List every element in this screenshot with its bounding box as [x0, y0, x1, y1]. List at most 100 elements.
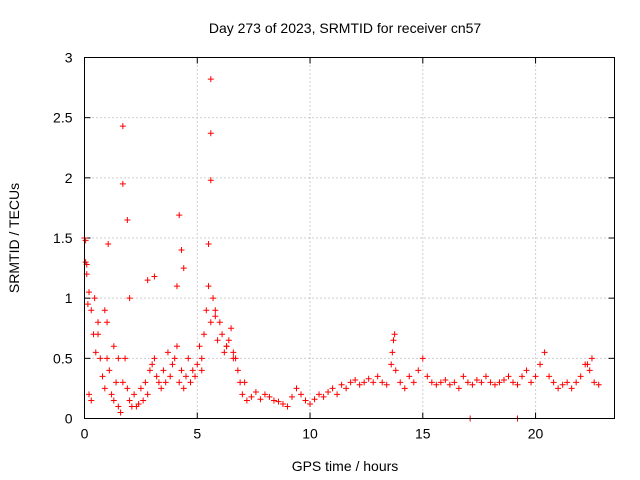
data-point — [214, 337, 221, 344]
data-point — [392, 367, 399, 374]
data-point — [144, 391, 151, 398]
data-point — [131, 391, 138, 398]
data-point — [320, 393, 327, 400]
data-point — [207, 76, 214, 83]
data-point — [243, 397, 250, 404]
data-point — [176, 379, 183, 386]
data-point — [257, 396, 264, 403]
data-point — [119, 180, 126, 187]
data-point — [510, 379, 517, 386]
data-point — [212, 313, 219, 320]
data-point — [210, 295, 217, 302]
data-point — [155, 379, 162, 386]
data-point — [316, 391, 323, 398]
data-point — [442, 376, 449, 383]
data-point — [311, 396, 318, 403]
data-point — [86, 391, 93, 398]
data-point — [347, 379, 354, 386]
data-point — [207, 319, 214, 326]
data-point — [178, 367, 185, 374]
data-point — [167, 373, 174, 380]
data-point — [555, 385, 562, 392]
plot-frame — [84, 57, 615, 419]
data-point — [101, 385, 108, 392]
data-point — [180, 265, 187, 272]
data-point — [173, 343, 180, 350]
data-point — [207, 130, 214, 137]
data-point — [343, 385, 350, 392]
data-point — [370, 379, 377, 386]
chart-title: Day 273 of 2023, SRMTID for receiver cn5… — [209, 20, 482, 36]
data-point — [588, 355, 595, 362]
data-point — [185, 355, 192, 362]
data-point — [482, 373, 489, 380]
data-point — [216, 319, 223, 326]
x-tick-label: 10 — [302, 426, 318, 442]
data-point — [266, 393, 273, 400]
data-point — [108, 391, 115, 398]
data-point — [205, 241, 212, 248]
data-point — [546, 373, 553, 380]
data-point — [119, 379, 126, 386]
data-point — [325, 389, 332, 396]
data-point — [433, 381, 440, 388]
data-point — [110, 397, 117, 404]
data-point — [410, 379, 417, 386]
data-point — [115, 403, 122, 410]
data-point — [379, 379, 386, 386]
data-point — [205, 283, 212, 290]
data-point — [473, 376, 480, 383]
data-point — [559, 381, 566, 388]
data-point — [149, 361, 156, 368]
y-tick-label: 0.5 — [53, 350, 73, 366]
data-point — [478, 379, 485, 386]
data-point — [142, 379, 149, 386]
data-point — [365, 375, 372, 382]
data-point — [144, 277, 151, 284]
data-point — [437, 379, 444, 386]
data-point — [196, 343, 203, 350]
data-point — [270, 397, 277, 404]
data-point — [584, 361, 591, 368]
x-tick-label: 0 — [81, 426, 89, 442]
data-point — [415, 367, 422, 374]
data-point — [401, 385, 408, 392]
data-point — [162, 379, 169, 386]
data-point — [519, 373, 526, 380]
data-point — [491, 381, 498, 388]
data-point — [95, 331, 102, 338]
data-point — [198, 367, 205, 374]
data-point — [228, 325, 235, 332]
data-point — [99, 373, 106, 380]
axis-ticks: 0 5 10 15 20 0 0.5 1 1.5 2 2.5 3 — [53, 50, 615, 442]
data-point — [92, 349, 99, 356]
data-point — [239, 391, 246, 398]
data-point — [160, 367, 167, 374]
data-point — [428, 379, 435, 386]
data-point — [460, 373, 467, 380]
data-point — [97, 355, 104, 362]
data-point — [95, 319, 102, 326]
data-point — [230, 355, 237, 362]
data-point — [361, 379, 368, 386]
data-point — [201, 331, 208, 338]
data-markers — [81, 76, 602, 422]
data-point — [329, 385, 336, 392]
data-point — [126, 397, 133, 404]
data-point — [135, 401, 142, 408]
data-point — [153, 373, 160, 380]
data-point — [106, 367, 113, 374]
data-point — [88, 397, 95, 404]
data-point — [469, 381, 476, 388]
x-tick-label: 20 — [528, 426, 544, 442]
data-point — [505, 373, 512, 380]
data-point — [187, 379, 194, 386]
data-point — [279, 401, 286, 408]
data-point — [532, 373, 539, 380]
data-point — [241, 379, 248, 386]
data-point — [383, 381, 390, 388]
data-point — [455, 385, 462, 392]
data-point — [173, 283, 180, 290]
data-point — [113, 379, 120, 386]
data-point — [390, 337, 397, 344]
